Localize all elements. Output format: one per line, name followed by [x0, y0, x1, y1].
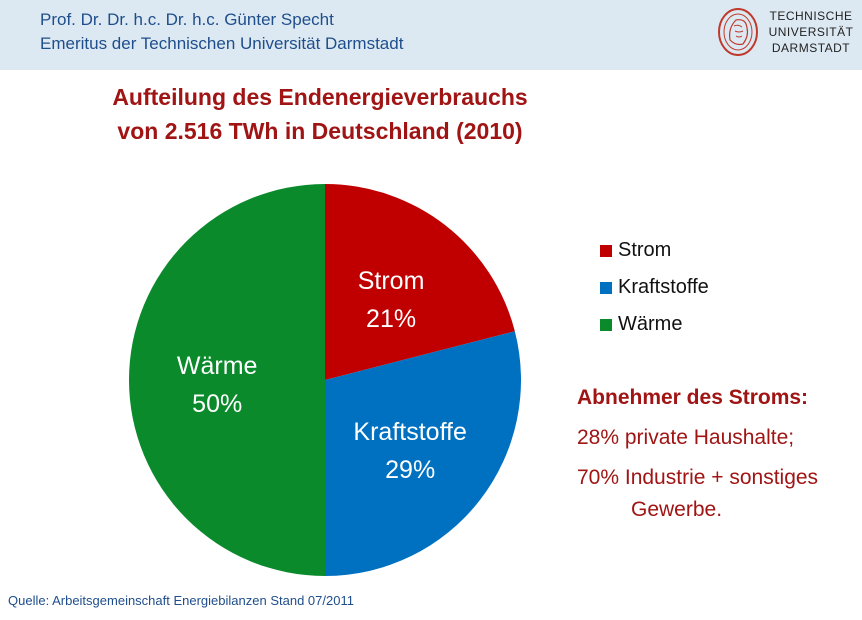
slice-name-label: Kraftstoffe — [353, 418, 467, 446]
legend-item-strom: Strom — [600, 232, 709, 269]
notes-line: 28% private Haushalte; — [577, 426, 795, 449]
source-citation: Quelle: Arbeitsgemeinschaft Energiebilan… — [8, 593, 354, 608]
slice-value-label: 21% — [366, 305, 416, 333]
university-logo-text: TECHNISCHE UNIVERSITÄT DARMSTADT — [768, 9, 854, 55]
legend-item-waerme: Wärme — [600, 306, 709, 343]
pie-chart: Strom 21% Kraftstoffe 29% Wärme 50% — [129, 184, 521, 576]
legend-label: Strom — [618, 239, 672, 261]
author-affiliation: Emeritus der Technischen Universität Dar… — [40, 34, 404, 53]
notes-line: Gewerbe. — [631, 498, 723, 521]
slice-value-label: 29% — [385, 456, 435, 484]
chart-title: Aufteilung des Endenergieverbrauchs — [112, 84, 528, 110]
notes-line: 70% Industrie + sonstiges — [577, 466, 819, 489]
author-name: Prof. Dr. Dr. h.c. Dr. h.c. Günter Spech… — [40, 10, 334, 29]
pie-slice-strom — [325, 184, 515, 380]
header-bar: Prof. Dr. Dr. h.c. Dr. h.c. Günter Spech… — [0, 0, 862, 70]
legend-item-kraftstoffe: Kraftstoffe — [600, 269, 709, 306]
legend-label: Wärme — [618, 313, 683, 335]
legend-swatch — [600, 318, 612, 331]
pie-slice-wrme — [129, 184, 325, 576]
legend-swatch — [600, 281, 612, 294]
university-seal-icon — [718, 8, 758, 56]
chart-legend: Strom Kraftstoffe Wärme — [600, 232, 709, 343]
slice-name-label: Wärme — [177, 352, 258, 380]
pie-slice-kraftstoffe — [325, 331, 521, 576]
legend-label: Kraftstoffe — [618, 276, 709, 298]
slice-name-label: Strom — [358, 267, 425, 295]
legend-swatch — [600, 244, 612, 257]
notes-heading: Abnehmer des Stroms: — [577, 386, 809, 409]
chart-subtitle: von 2.516 TWh in Deutschland (2010) — [117, 118, 523, 144]
slice-value-label: 50% — [192, 390, 242, 418]
